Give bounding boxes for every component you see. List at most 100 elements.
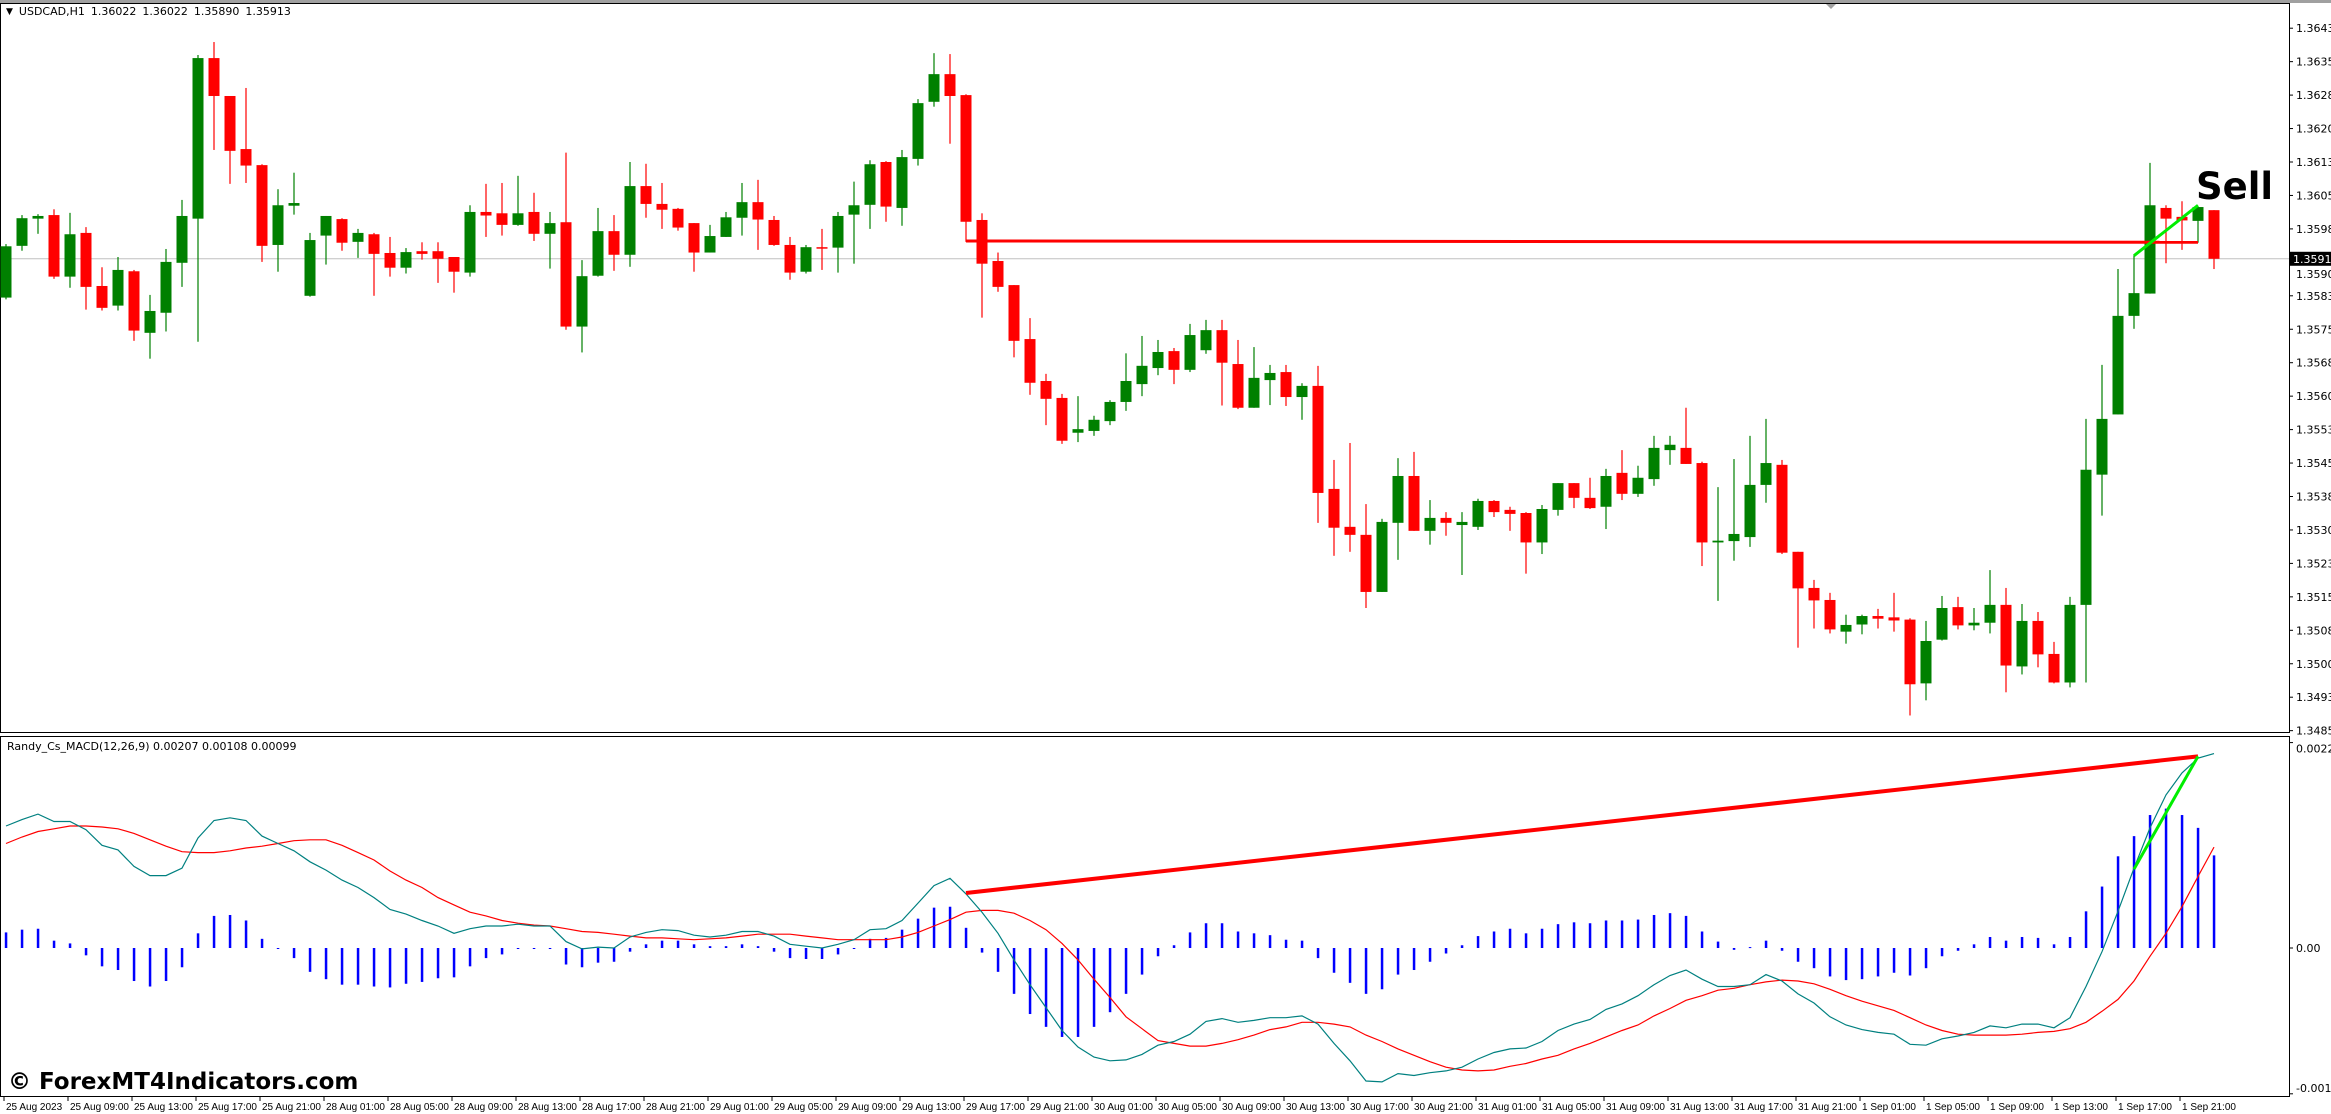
candle-body: [1072, 429, 1084, 433]
time-label: 30 Aug 09:00: [1222, 1102, 1281, 1113]
candle-bullish: [736, 182, 748, 236]
histogram-bar: [868, 938, 872, 948]
histogram-bar: [628, 948, 632, 952]
candle-body: [400, 252, 412, 268]
candle-bearish: [1056, 393, 1068, 444]
histogram-bar: [1876, 948, 1880, 977]
current-price: 1.35913: [1, 251, 2331, 266]
histogram-bar: [2068, 936, 2072, 948]
histogram-bar: [2052, 944, 2056, 948]
candle-body: [1312, 385, 1324, 493]
candle-body: [1472, 500, 1484, 527]
candle-body: [2000, 604, 2012, 666]
histogram-bar: [1972, 944, 1976, 948]
candle-bearish: [2032, 612, 2044, 668]
candle-body: [1888, 617, 1900, 621]
histogram-bar: [612, 948, 616, 962]
watermark: © ForexMT4Indicators.com: [8, 1069, 359, 1095]
price-tick-label: 1.35230: [2296, 557, 2331, 570]
candle-body: [1920, 641, 1932, 684]
candle-bullish: [2112, 269, 2124, 415]
histogram-bar: [964, 927, 968, 948]
candle-body: [192, 58, 204, 219]
histogram-bar: [1044, 948, 1048, 1027]
current-price-badge: [2290, 251, 2331, 266]
histogram-bar: [68, 943, 72, 948]
histogram-bar: [1956, 948, 1960, 951]
scroll-marker-icon[interactable]: [1826, 4, 1836, 9]
candle-bearish: [1616, 450, 1628, 501]
histogram-bar: [692, 944, 696, 948]
price-axis: 1.36430 1.36355 1.36280 1.36205 1.36130 1.360…: [2289, 22, 2331, 738]
candle-bullish: [896, 149, 908, 226]
histogram-bar: [132, 948, 136, 982]
candle-bullish: [1152, 339, 1164, 376]
candle-bullish: [1456, 512, 1468, 575]
price-tick-label: 1.36205: [2296, 123, 2331, 136]
candle-bullish: [1760, 418, 1772, 503]
current-price-label: 1.35913: [2293, 253, 2331, 266]
candle-body: [176, 215, 188, 263]
candle-body: [736, 202, 748, 218]
candle-body: [304, 240, 316, 296]
candle-bearish: [640, 163, 652, 218]
candle-body: [2160, 207, 2172, 219]
candle-body: [1248, 377, 1260, 408]
low-value: 1.35890: [193, 5, 240, 18]
candle-body: [656, 203, 668, 210]
triangle-down-icon[interactable]: ▼: [6, 6, 13, 17]
candle-body: [1728, 533, 1740, 542]
histogram-bar: [4, 932, 8, 948]
histogram-bar: [1444, 948, 1448, 954]
candle-body: [448, 256, 460, 272]
candle-body: [2016, 620, 2028, 667]
histogram-bar: [372, 948, 376, 987]
candle-body: [1936, 608, 1948, 640]
macd-lines: [5, 753, 2215, 1083]
histogram-bar: [2164, 808, 2168, 948]
histogram-bar: [260, 938, 264, 948]
candle-bullish: [1392, 458, 1404, 560]
histogram-bar: [1556, 924, 1560, 948]
candle-bearish: [1008, 285, 1020, 358]
histogram-bar: [20, 929, 24, 948]
histogram-bar: [2100, 886, 2104, 948]
price-tick-label: 1.35080: [2296, 624, 2331, 637]
histogram-bar: [1492, 931, 1496, 948]
candle-body: [880, 162, 892, 207]
candle-bullish: [1552, 483, 1564, 516]
macd-divergence-line: [965, 754, 2199, 895]
macd-line: [5, 753, 2215, 1083]
histogram-bar: [1412, 948, 1416, 971]
price-tick-label: 1.36130: [2296, 156, 2331, 169]
candle-bullish: [624, 162, 636, 267]
candle-body: [0, 246, 12, 298]
time-label: 31 Aug 05:00: [1542, 1102, 1601, 1113]
candle-body: [1328, 488, 1340, 528]
price-tick-label: 1.35155: [2296, 591, 2331, 604]
histogram-bar: [1236, 931, 1240, 948]
time-label: 31 Aug 13:00: [1670, 1102, 1729, 1113]
candle-body: [576, 276, 588, 327]
candle-body: [1456, 521, 1468, 526]
histogram-bar: [1428, 948, 1432, 962]
candle-bearish: [1776, 459, 1788, 555]
histogram-bar: [148, 948, 152, 987]
candle-body: [1488, 500, 1500, 513]
candle-body: [1808, 587, 1820, 601]
candle-bullish: [2096, 364, 2108, 516]
histogram-bar: [1748, 947, 1752, 949]
histogram-bar: [1924, 948, 1928, 969]
histogram-bar: [2036, 937, 2040, 948]
histogram-bar: [644, 944, 648, 948]
price-tick-label: 1.34930: [2296, 691, 2331, 704]
candle-bearish: [1408, 451, 1420, 531]
histogram-bar: [916, 918, 920, 948]
price-tick-label: 1.35530: [2296, 424, 2331, 437]
histogram-bar: [388, 948, 392, 988]
histogram-bar: [804, 948, 808, 960]
histogram-bar: [532, 948, 536, 949]
candle-body: [1296, 385, 1308, 398]
histogram-bar: [932, 907, 936, 948]
